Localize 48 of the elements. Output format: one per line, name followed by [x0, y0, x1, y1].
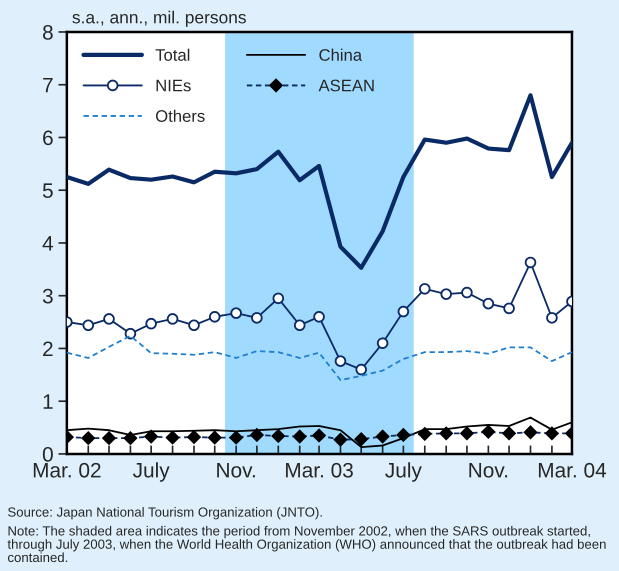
point [355, 364, 367, 376]
y-tick-label: 6 [43, 130, 53, 146]
source-note: Source: Japan National Tourism Organization (JNTO). [8, 507, 322, 520]
point [546, 312, 558, 324]
point [230, 307, 242, 319]
y-tick-label: 1 [44, 394, 53, 409]
point [398, 306, 410, 318]
legend-label: Others [156, 110, 205, 122]
y-tick-label: 3 [42, 288, 53, 304]
point [376, 337, 388, 349]
point [145, 318, 157, 330]
x-tick-label: Mar. 03 [286, 462, 353, 478]
y-tick-label: 0 [42, 446, 53, 462]
point [103, 313, 115, 325]
point [461, 286, 473, 298]
x-tick-label: Nov. [217, 463, 255, 478]
y-tick-label: 2 [43, 341, 53, 356]
point [251, 312, 263, 324]
point [188, 319, 200, 332]
point [524, 256, 536, 268]
legend-label: ASEAN [318, 80, 374, 92]
y-tick-label: 8 [42, 24, 53, 40]
point [272, 292, 284, 304]
point [503, 302, 515, 314]
point [313, 311, 325, 323]
legend-label: NIEs [156, 80, 191, 92]
y-tick-label: 7 [43, 78, 53, 92]
x-tick-label: Mar. 02 [34, 462, 101, 478]
point [482, 298, 494, 310]
y-axis-title: s.a., ann., mil. persons [72, 10, 246, 27]
legend-label: China [319, 48, 362, 61]
point [294, 319, 306, 332]
line-series [66, 93, 572, 270]
point [208, 311, 220, 323]
x-tick-label: Mar. 04 [538, 462, 606, 478]
point [82, 319, 94, 332]
legend-label: Total [156, 48, 190, 61]
x-tick-label: Nov. [469, 463, 508, 478]
text: Note: The shaded area indicates the period from November 2002, when the SARS outbreak started, through July 2003, when the World Health Organization (WHO) announced that the outbreak had been contained. [8, 526, 606, 562]
x-tick-label: July [132, 462, 170, 482]
point [124, 328, 136, 340]
point [166, 313, 178, 325]
x-tick-label: July [385, 462, 422, 482]
point [419, 283, 431, 295]
point [334, 355, 346, 367]
y-tick-label: 5 [42, 183, 53, 198]
point [440, 288, 452, 300]
y-tick-label: 4 [42, 236, 54, 251]
